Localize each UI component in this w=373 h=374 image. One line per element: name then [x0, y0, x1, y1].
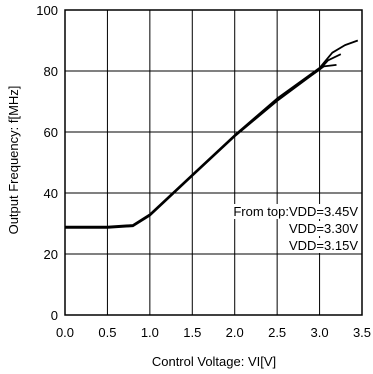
y-tick-label-3: 60: [44, 125, 58, 140]
annotation-line-1: From top:VDD=3.45V: [233, 204, 358, 219]
x-tick-label-3: 1.5: [183, 325, 201, 340]
x-axis-title: Control Voltage: VI[V]: [152, 354, 276, 369]
series-line-0: [65, 39, 359, 228]
y-tick-label-1: 20: [44, 247, 58, 262]
annotation-line-2: VDD=3.30V: [289, 221, 358, 236]
y-tick-labels: 0 20 40 60 80 100: [36, 3, 58, 323]
annotation-background: [287, 238, 360, 253]
x-tick-label-2: 1.0: [141, 325, 159, 340]
y-tick-label-5: 100: [36, 3, 58, 18]
x-tick-label-7: 3.5: [353, 325, 371, 340]
y-tick-label-0: 0: [51, 308, 58, 323]
x-tick-label-4: 2.0: [226, 325, 244, 340]
series-lines: [65, 39, 359, 229]
series-line-1: [65, 53, 342, 229]
y-axis-title: Output Frequency: f[MHz]: [6, 86, 21, 235]
grid-lines: [65, 10, 362, 315]
plot-frame: [64, 9, 363, 316]
x-tick-label-0: 0.0: [56, 325, 74, 340]
y-tick-label-4: 80: [44, 64, 58, 79]
annotation-background: [287, 221, 360, 236]
x-tick-label-6: 3.0: [311, 325, 329, 340]
x-tick-label-1: 0.5: [98, 325, 116, 340]
annotation-background: [232, 204, 360, 219]
series-line-2: [65, 64, 337, 229]
x-tick-labels: 0.0 0.5 1.0 1.5 2.0 2.5 3.0 3.5: [56, 325, 371, 340]
annotation-line-3: VDD=3.15V: [289, 238, 358, 253]
x-tick-label-5: 2.5: [268, 325, 286, 340]
y-tick-label-2: 40: [44, 186, 58, 201]
